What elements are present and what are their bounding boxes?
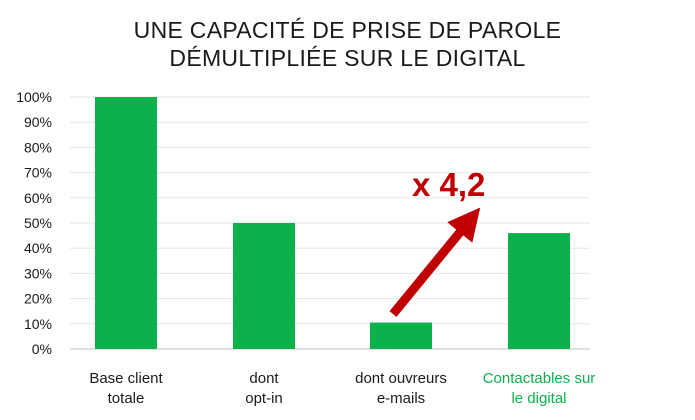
y-tick-label: 40% [24, 240, 52, 256]
y-tick-label: 50% [24, 215, 52, 231]
y-tick-label: 10% [24, 316, 52, 332]
x-category-label: Base client [89, 370, 163, 387]
x-category-label: e-mails [377, 390, 425, 407]
x-category-label: le digital [511, 390, 566, 407]
y-tick-label: 100% [16, 89, 52, 105]
x-axis-category-labels: Base client totale dont opt-in dont ouvreurs… [89, 370, 595, 407]
x-category-label: Contactables sur [483, 370, 596, 387]
x-category-label: totale [108, 390, 145, 407]
x-category-label: dont ouvreurs [355, 370, 447, 387]
bar [233, 223, 295, 349]
chart-title: UNE CAPACITÉ DE PRISE DE PAROLEDÉMULTIPL… [134, 17, 562, 71]
arrow [389, 207, 481, 317]
y-tick-label: 30% [24, 265, 52, 281]
y-tick-label: 0% [32, 341, 52, 357]
bar [508, 233, 570, 349]
y-tick-label: 80% [24, 139, 52, 155]
x-category-label: dont [249, 370, 279, 387]
y-tick-label: 60% [24, 190, 52, 206]
chart-title-line: UNE CAPACITÉ DE PRISE DE PAROLE [134, 17, 562, 43]
bars [95, 97, 570, 349]
y-tick-label: 20% [24, 291, 52, 307]
y-tick-label: 90% [24, 114, 52, 130]
y-axis-tick-labels: 0% 10% 20% 30% 40% 50% 60% 70% 80% 90% 100% [16, 89, 52, 357]
y-tick-label: 70% [24, 165, 52, 181]
multiplier-annotation: x 4,2 [389, 166, 485, 317]
bar [370, 322, 432, 349]
x-category-label: opt-in [245, 390, 283, 407]
multiplier-label: x 4,2 [412, 166, 485, 203]
chart-title-line: DÉMULTIPLIÉE SUR LE DIGITAL [169, 45, 525, 71]
bar [95, 97, 157, 349]
